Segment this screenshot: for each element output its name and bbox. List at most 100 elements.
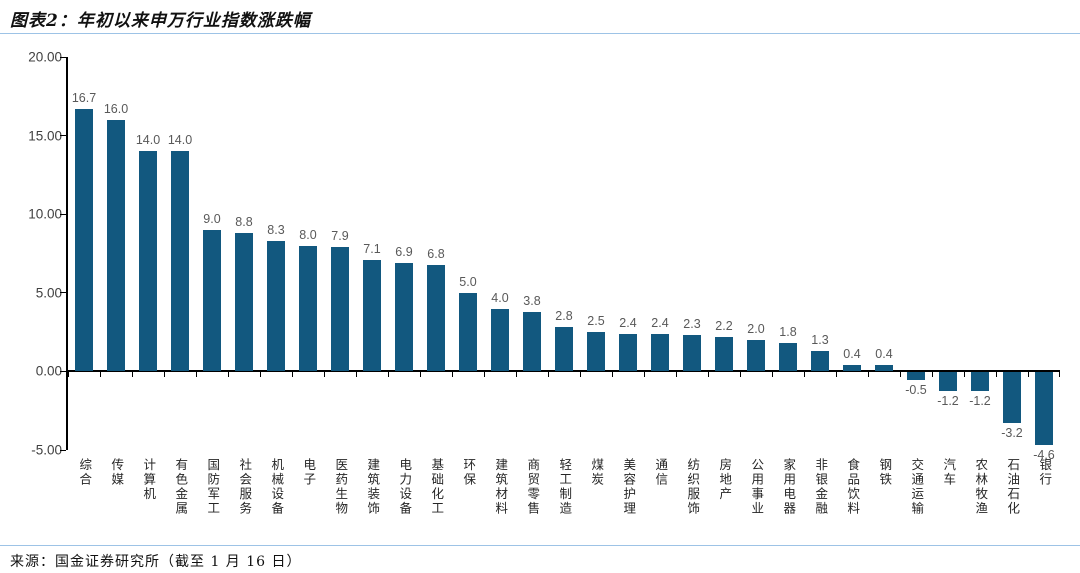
category-label: 电力设备 xyxy=(397,458,413,516)
x-axis-tick xyxy=(932,372,933,378)
bar xyxy=(747,339,765,372)
bar xyxy=(459,292,477,372)
y-axis-tick xyxy=(60,213,66,215)
bar xyxy=(331,247,349,372)
x-axis-tick xyxy=(1059,372,1060,378)
category-label: 轻工制造 xyxy=(557,458,573,516)
category-label: 食品饮料 xyxy=(845,458,861,516)
x-axis-tick xyxy=(580,372,581,378)
x-axis-tick xyxy=(1028,372,1029,378)
bar xyxy=(235,233,253,372)
bar xyxy=(139,151,157,372)
bar xyxy=(587,332,605,372)
category-label: 汽车 xyxy=(941,458,957,487)
x-axis-tick xyxy=(612,372,613,378)
category-label: 建筑材料 xyxy=(493,458,509,516)
bar xyxy=(491,308,509,372)
plot-area: 16.7 16.0 14.0 14.0 9.0 8.8 8.3 8.0 7.9 7.1 6.9 6.8… xyxy=(60,56,1060,462)
x-axis-tick xyxy=(516,372,517,378)
bar-value-label: 1.8 xyxy=(779,325,797,340)
x-axis-tick xyxy=(708,372,709,378)
y-axis-tick xyxy=(60,292,66,294)
category-label: 社会服务 xyxy=(237,458,253,516)
y-axis-tick xyxy=(60,370,66,372)
bar-value-label: 14.0 xyxy=(135,133,161,148)
bar xyxy=(1003,372,1021,423)
bar-value-label: 2.8 xyxy=(555,309,573,324)
bar xyxy=(267,240,285,372)
y-axis-tick-label: 0.00 xyxy=(35,363,62,379)
category-label: 国防军工 xyxy=(205,458,221,516)
category-label: 公用事业 xyxy=(749,458,765,516)
bar xyxy=(939,372,957,392)
category-label: 房地产 xyxy=(717,458,733,502)
x-axis-tick xyxy=(996,372,997,378)
x-axis-category-labels: 综合 传媒 计算机 有色金属 国防军工 社会服务 机械设备 电子 医药生物 建筑装饰 电力设备 基础化… xyxy=(68,458,1060,546)
chart-title: 图表2：年初以来申万行业指数涨跌幅 xyxy=(10,11,311,31)
x-axis-tick xyxy=(228,372,229,378)
bar xyxy=(715,336,733,372)
bar xyxy=(1035,372,1053,445)
bar-value-label: 8.0 xyxy=(299,227,317,242)
category-label: 银行 xyxy=(1037,458,1053,487)
bar-value-label: 1.3 xyxy=(811,332,829,347)
x-axis-tick xyxy=(132,372,133,378)
bar xyxy=(203,229,221,372)
bar-value-label: 6.9 xyxy=(395,244,413,259)
category-label: 环保 xyxy=(461,458,477,487)
bar-value-label: 7.9 xyxy=(331,229,349,244)
category-label: 建筑装饰 xyxy=(365,458,381,516)
bar-value-label: 2.3 xyxy=(683,317,701,332)
category-label: 通信 xyxy=(653,458,669,487)
bar-value-label: 14.0 xyxy=(167,133,193,148)
x-axis-zero-line xyxy=(68,370,1060,373)
x-axis-tick xyxy=(260,372,261,378)
x-axis-tick xyxy=(68,372,69,378)
bar xyxy=(843,365,861,372)
bar xyxy=(555,327,573,372)
bar xyxy=(395,262,413,372)
x-axis-tick xyxy=(292,372,293,378)
x-axis-tick xyxy=(100,372,101,378)
x-axis-tick xyxy=(164,372,165,378)
x-axis-tick xyxy=(548,372,549,378)
category-label: 传媒 xyxy=(109,458,125,487)
bar-value-label: 2.4 xyxy=(651,315,669,330)
bar-value-label: 0.4 xyxy=(875,347,893,362)
bar-value-label: 7.1 xyxy=(363,241,381,256)
x-axis-tick xyxy=(772,372,773,378)
bar-value-label: 2.2 xyxy=(715,318,733,333)
bar xyxy=(811,350,829,372)
category-label: 美容护理 xyxy=(621,458,637,516)
bar xyxy=(907,372,925,381)
bar-value-label: 2.5 xyxy=(587,314,605,329)
x-axis-tick xyxy=(356,372,357,378)
bar xyxy=(779,343,797,372)
category-label: 钢铁 xyxy=(877,458,893,487)
bar xyxy=(171,151,189,372)
category-label: 纺织服饰 xyxy=(685,458,701,516)
x-axis-tick xyxy=(868,372,869,378)
y-axis-line xyxy=(66,57,68,450)
category-label: 农林牧渔 xyxy=(973,458,989,516)
x-axis-tick xyxy=(420,372,421,378)
bar-value-label: 8.8 xyxy=(235,215,253,230)
x-axis-tick xyxy=(836,372,837,378)
category-label: 商贸零售 xyxy=(525,458,541,516)
bar-value-label: 8.3 xyxy=(267,222,285,237)
bar xyxy=(651,333,669,372)
bar-value-label: -1.2 xyxy=(969,394,991,409)
bar-value-label: 9.0 xyxy=(203,211,221,226)
title-divider-rule xyxy=(0,33,1080,34)
bar xyxy=(683,335,701,372)
category-label: 家用电器 xyxy=(781,458,797,516)
bar-value-label: -0.5 xyxy=(905,383,927,398)
bar xyxy=(523,311,541,372)
x-axis-tick xyxy=(452,372,453,378)
x-axis-tick xyxy=(804,372,805,378)
bar-value-label: -3.2 xyxy=(1001,425,1023,440)
footer-divider-rule xyxy=(0,545,1080,546)
x-axis-tick xyxy=(676,372,677,378)
bar-value-label: 4.0 xyxy=(491,290,509,305)
y-axis-tick xyxy=(60,56,66,58)
